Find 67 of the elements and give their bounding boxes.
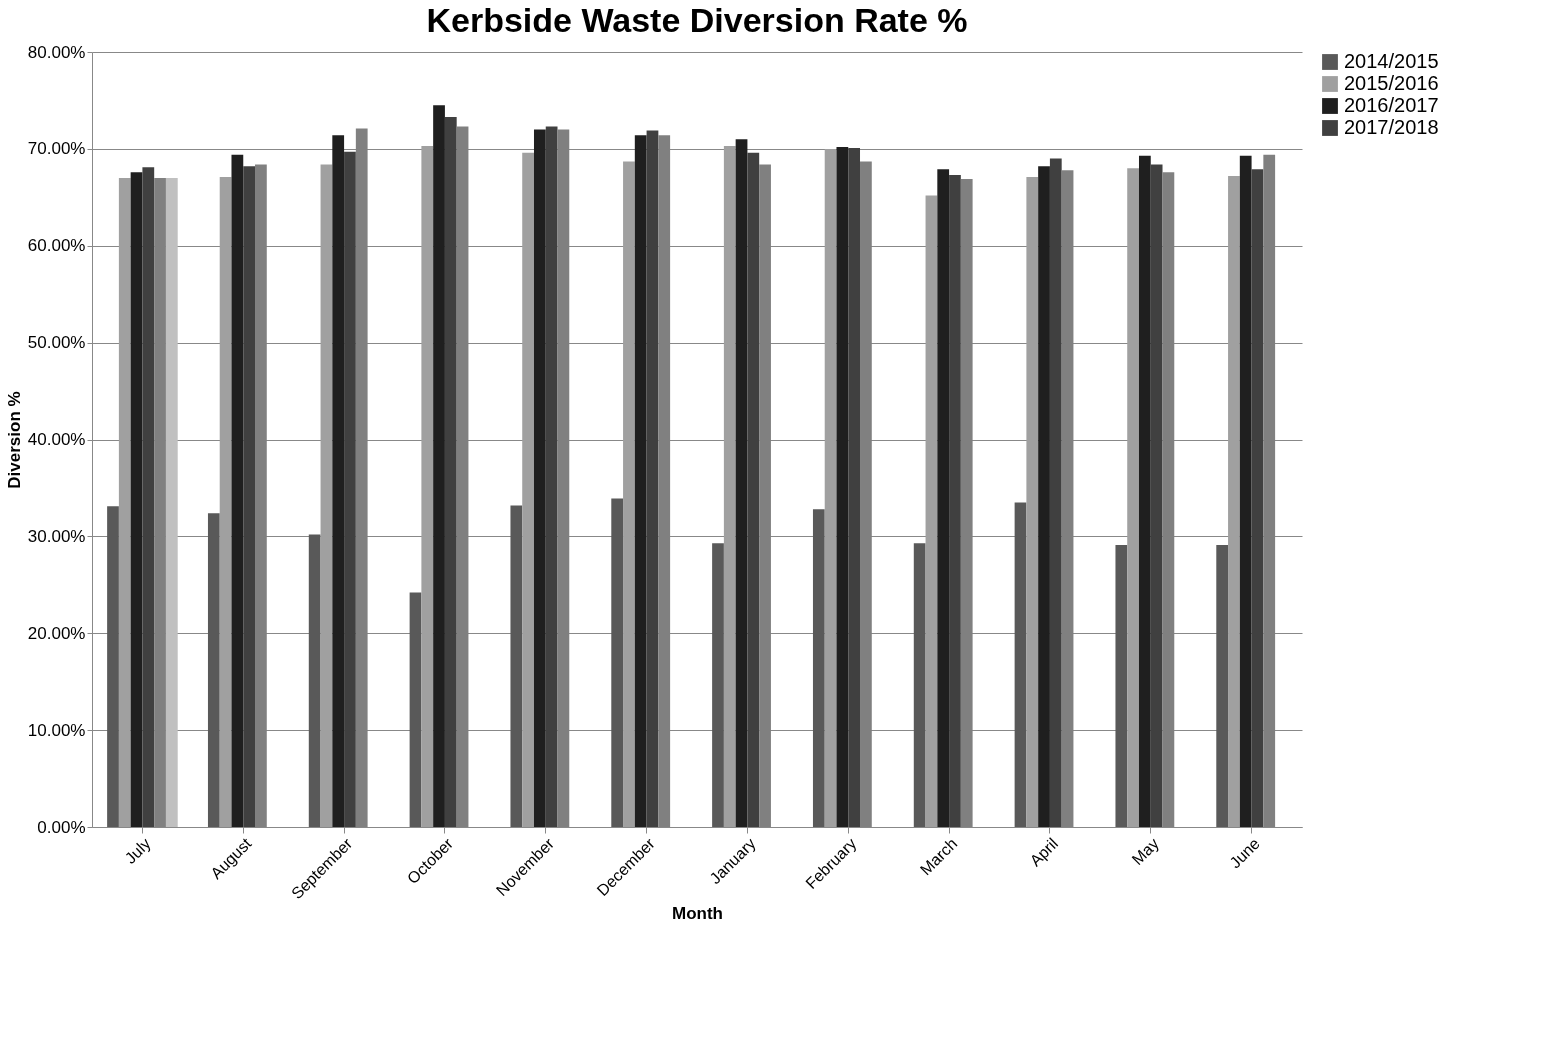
bar <box>444 116 457 827</box>
bar <box>937 169 950 827</box>
bar <box>207 513 220 827</box>
bar <box>1216 545 1229 827</box>
bar <box>165 177 178 827</box>
legend-label: 2016/2017 <box>1344 94 1439 116</box>
bar <box>510 505 523 827</box>
bar <box>949 175 961 827</box>
bar <box>344 151 356 827</box>
bar <box>1014 502 1027 827</box>
bar <box>142 167 155 827</box>
x-tick-label: July <box>121 834 154 867</box>
bar <box>747 152 760 827</box>
bar <box>712 543 724 827</box>
y-tick-label: 70.00% <box>27 139 86 159</box>
bar <box>634 135 647 827</box>
bar <box>1228 176 1240 827</box>
bar <box>433 105 445 827</box>
y-tick-label: 20.00% <box>27 623 86 643</box>
y-axis-title: Diversion % <box>4 391 24 489</box>
bar <box>421 145 434 827</box>
bar <box>1251 169 1264 827</box>
bar <box>1038 166 1050 827</box>
x-axis-title: Month <box>672 904 723 924</box>
bar <box>925 195 938 827</box>
bar <box>1026 176 1039 827</box>
legend-label: 2017/2018 <box>1344 116 1439 138</box>
bar <box>118 177 131 827</box>
legend-label: 2015/2016 <box>1344 72 1439 94</box>
bar <box>623 161 635 827</box>
y-tick-label: 80.00% <box>27 42 86 62</box>
bar <box>107 506 119 827</box>
bar <box>522 152 534 827</box>
bar <box>913 543 926 827</box>
bar <box>1049 158 1062 827</box>
bar <box>824 148 837 827</box>
y-tick-label: 50.00% <box>27 333 86 353</box>
y-tick-label: 0.00% <box>37 817 86 837</box>
bar <box>545 126 558 827</box>
y-tick-label: 30.00% <box>27 526 86 546</box>
y-tick-label: 10.00% <box>27 720 86 740</box>
bar <box>1115 545 1128 827</box>
bar <box>1239 155 1252 827</box>
bar <box>409 592 422 827</box>
bar <box>848 147 861 827</box>
bar <box>812 509 825 827</box>
bar <box>1138 155 1151 827</box>
legend-label: 2014/2015 <box>1344 50 1439 72</box>
bar <box>320 164 333 827</box>
bar <box>332 135 345 827</box>
bar <box>231 154 244 827</box>
bar <box>735 139 748 827</box>
bar <box>533 129 546 827</box>
bar <box>308 534 321 827</box>
bar <box>1150 164 1163 827</box>
y-tick-label: 60.00% <box>27 236 86 256</box>
bar <box>243 166 256 827</box>
bar <box>646 130 659 827</box>
bar <box>219 176 232 827</box>
x-tick-label: May <box>1128 834 1163 869</box>
bar <box>611 498 624 827</box>
y-tick-label: 40.00% <box>27 430 86 449</box>
bar <box>1127 168 1139 827</box>
bar <box>130 172 143 827</box>
bar <box>723 145 736 827</box>
chart-title: Kerbside Waste Diversion Rate % <box>426 1 968 39</box>
bar <box>836 146 849 827</box>
